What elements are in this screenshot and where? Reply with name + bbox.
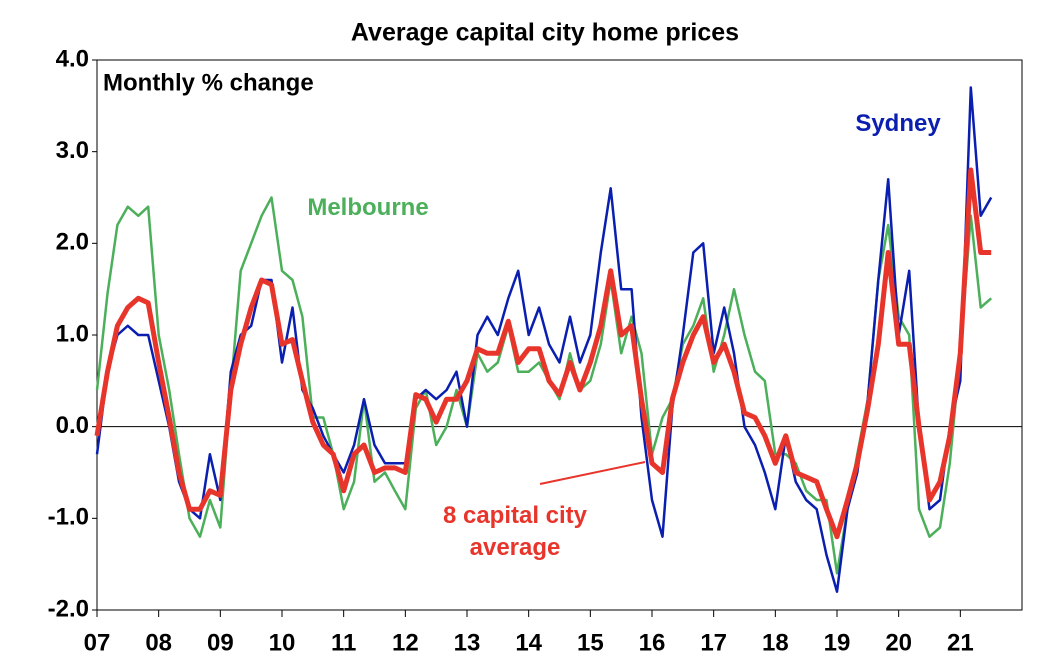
x-tick-label: 18 — [762, 629, 789, 656]
x-tick-label: 16 — [639, 629, 666, 656]
x-tick-label: 12 — [392, 629, 419, 656]
x-tick-label: 09 — [207, 629, 234, 656]
x-tick-label: 19 — [824, 629, 851, 656]
average-label: 8 capital city average — [442, 502, 588, 561]
y-tick-label: -2.0 — [48, 595, 89, 622]
x-tick-label: 15 — [577, 629, 604, 656]
x-tick-label: 13 — [454, 629, 481, 656]
x-tick-label: 07 — [84, 629, 111, 656]
x-tick-label: 21 — [947, 629, 974, 656]
x-tick-label: 10 — [269, 629, 296, 656]
melbourne-label: Melbourne — [307, 194, 429, 221]
x-tick-label: 20 — [885, 629, 912, 656]
subtitle: Monthly % change — [103, 69, 314, 96]
y-tick-label: 3.0 — [56, 137, 89, 164]
y-tick-label: -1.0 — [48, 504, 89, 531]
x-tick-label: 17 — [700, 629, 727, 656]
series-line — [94, 167, 992, 540]
x-tick-label: 08 — [145, 629, 172, 656]
chart-title: Average capital city home prices — [351, 19, 739, 47]
x-tick-label: 14 — [515, 629, 542, 656]
y-tick-label: 2.0 — [56, 229, 89, 256]
y-tick-label: 1.0 — [56, 320, 89, 347]
y-tick-label: 0.0 — [56, 412, 89, 439]
y-tick-label: 4.0 — [56, 45, 89, 72]
x-tick-label: 11 — [331, 629, 356, 656]
annotation-arrow — [539, 461, 646, 485]
sydney-label: Sydney — [855, 110, 941, 137]
